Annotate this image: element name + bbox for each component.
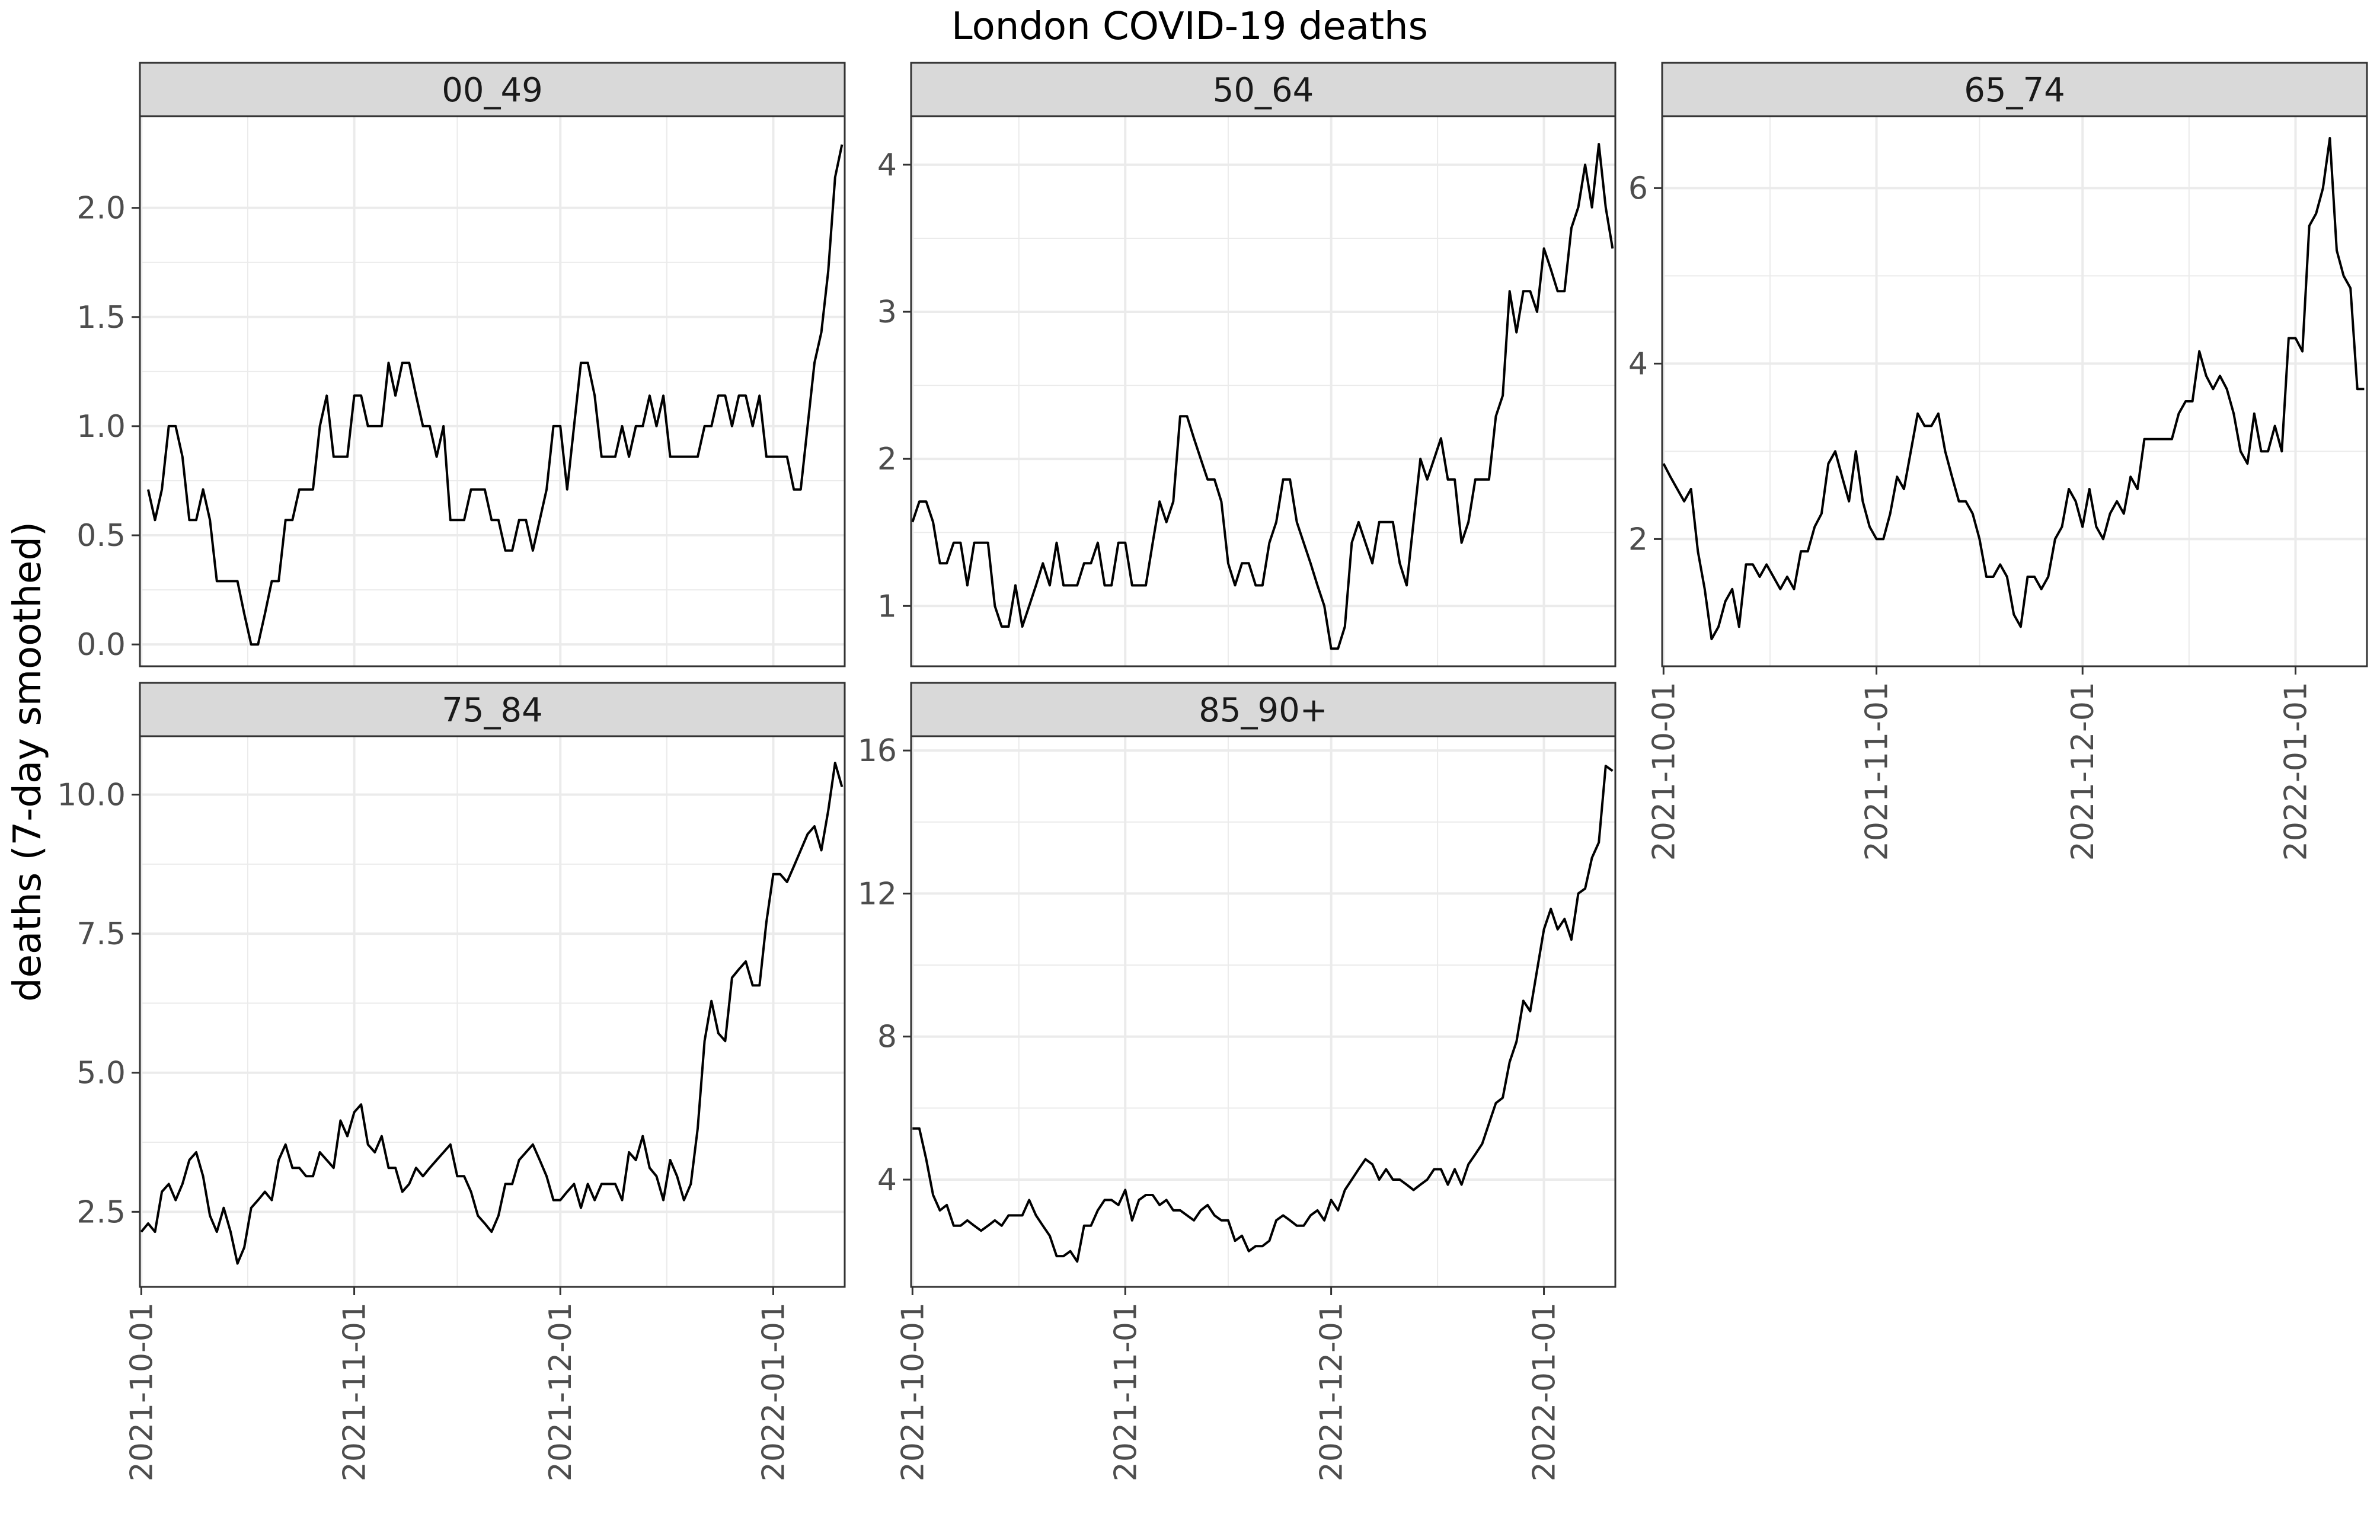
series-line <box>140 762 844 1265</box>
y-tick-label: 7.5 <box>76 916 126 952</box>
y-tick-label: 4 <box>877 148 897 183</box>
y-tick-label: 5.0 <box>76 1056 126 1091</box>
y-tick-label: 1.0 <box>76 409 126 445</box>
facet-panel-65-74: 65_74 2 4 6 2021-10-01 2021-11-01 2021-12-01 20… <box>1628 62 2368 861</box>
y-tick-label: 0.5 <box>76 518 126 554</box>
y-tick-label: 2 <box>877 442 897 477</box>
series-line <box>146 144 844 646</box>
y-tick-label: 2.0 <box>76 191 126 226</box>
facet-strip <box>139 62 846 117</box>
facet-strip-label: 50_64 <box>1213 71 1314 110</box>
facet-strip-label: 85_90+ <box>1199 691 1327 730</box>
y-tick-label: 4 <box>1628 346 1648 382</box>
x-tick-label: 2022-01-01 <box>1527 1302 1563 1481</box>
facet-strip-label: 75_84 <box>442 691 543 730</box>
panel-background <box>140 736 845 1287</box>
panel-background <box>911 736 1615 1287</box>
y-tick-label: 2 <box>1628 522 1648 557</box>
y-tick-label: 1 <box>877 589 897 624</box>
panel-background <box>140 116 845 666</box>
facet-strip <box>139 682 846 737</box>
facet-strip <box>910 62 1617 117</box>
facet-strip-label: 00_49 <box>442 71 543 110</box>
series-line <box>912 765 1614 1263</box>
facet-panel-50-64: 50_64 1 2 3 4 <box>877 62 1617 667</box>
facet-panel-00-49: 00_49 0.0 0.5 1.0 1.5 2.0 <box>76 62 846 667</box>
chart-title: London COVID-19 deaths <box>951 5 1428 49</box>
series-line <box>1662 137 2365 641</box>
x-tick-label: 2021-10-01 <box>895 1302 931 1481</box>
y-tick-label: 3 <box>877 295 897 330</box>
y-tick-label: 8 <box>877 1020 897 1055</box>
facet-panel-85-90-: 85_90+ 4 8 12 16 2021-10-01 2021-11-01 2021-12-… <box>858 682 1617 1481</box>
y-tick-label: 1.5 <box>76 300 126 336</box>
y-tick-label: 10.0 <box>57 778 126 813</box>
x-tick-label: 2021-12-01 <box>543 1302 579 1481</box>
x-tick-label: 2021-10-01 <box>124 1302 159 1481</box>
y-tick-label: 2.5 <box>76 1194 126 1230</box>
y-tick-label: 6 <box>1628 171 1648 206</box>
x-tick-label: 2022-01-01 <box>2278 682 2314 861</box>
x-tick-label: 2021-11-01 <box>1108 1302 1143 1481</box>
series-line <box>911 143 1614 650</box>
facet-panels: 00_490.00.51.01.52.050_64123465_74246202… <box>57 62 2368 1481</box>
facet-strip <box>1661 62 2368 117</box>
x-tick-label: 2021-10-01 <box>1646 682 1682 861</box>
x-tick-label: 2021-11-01 <box>337 1302 373 1481</box>
y-tick-label: 0.0 <box>76 627 126 663</box>
facet-strip-label: 65_74 <box>1964 71 2065 110</box>
y-tick-label: 12 <box>858 876 897 912</box>
x-tick-label: 2021-12-01 <box>2065 682 2101 861</box>
y-tick-label: 4 <box>877 1162 897 1198</box>
y-axis-label: deaths (7-day smoothed) <box>6 522 50 1002</box>
facet-strip <box>910 682 1617 737</box>
facet-panel-75-84: 75_84 2.5 5.0 7.5 10.0 2021-10-01 2021-11-01 20… <box>57 682 846 1481</box>
y-tick-label: 16 <box>858 733 897 769</box>
x-tick-label: 2021-11-01 <box>1860 682 1895 861</box>
x-tick-label: 2021-12-01 <box>1314 1302 1350 1481</box>
panel-background <box>1662 116 2367 666</box>
x-tick-label: 2022-01-01 <box>756 1302 791 1481</box>
